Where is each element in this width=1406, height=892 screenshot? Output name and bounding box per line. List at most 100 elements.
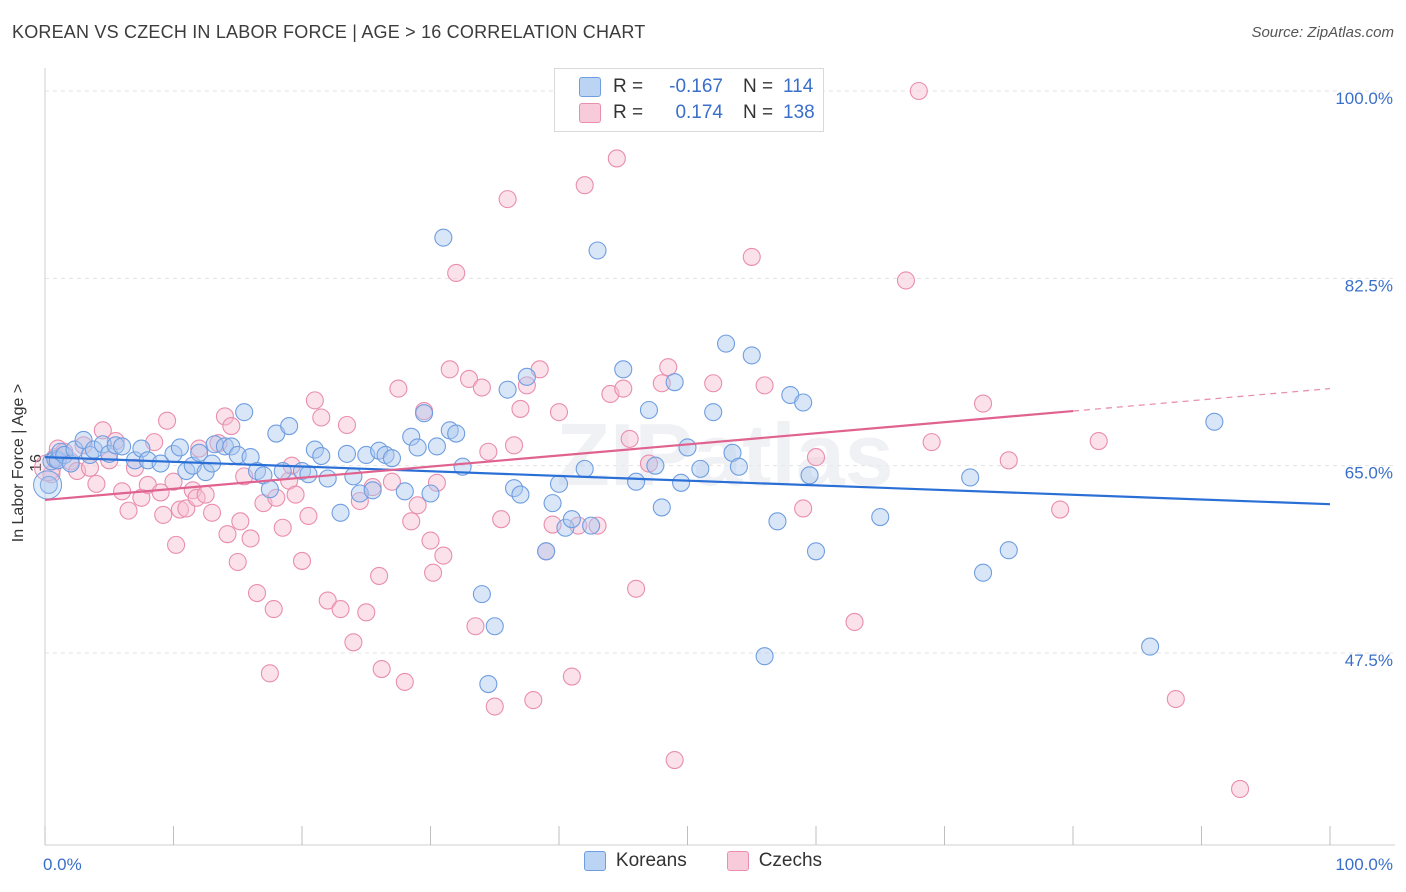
czech-point <box>742 247 761 266</box>
korean-point <box>331 503 350 522</box>
korean-point <box>472 585 491 604</box>
czech-point <box>247 584 267 603</box>
korean-point <box>549 474 569 493</box>
n-value-czechs: 138 <box>783 102 815 123</box>
korean-point <box>588 241 607 260</box>
czech-point <box>299 506 318 526</box>
czech-point <box>492 510 511 529</box>
korean-point <box>415 404 434 423</box>
korean-point <box>678 438 697 457</box>
n-label: N = <box>743 76 774 97</box>
czech-point <box>421 531 440 550</box>
czech-point <box>203 503 222 522</box>
korean-point <box>363 481 382 500</box>
korean-point <box>337 444 357 463</box>
czech-point <box>665 750 684 770</box>
czech-point <box>312 408 331 427</box>
korean-point <box>33 470 63 500</box>
korean-point <box>93 435 112 454</box>
czech-point <box>620 429 639 448</box>
y-tick-label: 100.0% <box>1335 89 1393 108</box>
czech-point <box>973 394 993 413</box>
czechs-trend-extension <box>1072 387 1331 412</box>
czech-point <box>511 399 530 418</box>
czech-point <box>1166 689 1185 709</box>
korean-point <box>151 454 170 473</box>
czechs-swatch <box>579 103 601 123</box>
czech-point <box>154 505 173 524</box>
korean-point <box>768 512 787 531</box>
czech-point <box>806 448 826 467</box>
czech-point <box>350 491 369 511</box>
czech-point <box>196 485 215 504</box>
czechs-legend-swatch <box>726 851 749 871</box>
czech-point <box>113 482 132 501</box>
korean-point <box>1141 637 1160 656</box>
czech-point <box>562 667 581 686</box>
czech-point <box>755 376 774 395</box>
korean-point <box>704 403 723 422</box>
korean-point <box>582 516 601 535</box>
czech-point <box>402 512 421 531</box>
y-tick-label: 47.5% <box>1345 651 1393 670</box>
korean-point <box>517 367 536 386</box>
gridlines <box>45 90 1395 654</box>
czech-point <box>382 472 402 491</box>
czech-point <box>151 483 170 502</box>
trend-lines <box>44 387 1331 506</box>
czech-point <box>427 473 446 492</box>
czech-point <box>794 499 813 518</box>
korean-point <box>498 380 517 399</box>
korean-point <box>421 484 440 503</box>
r-label: R = <box>613 76 644 97</box>
czech-points <box>34 81 1250 799</box>
korean-point <box>427 437 446 456</box>
legend-item-czechs: Czechs <box>726 850 822 872</box>
korean-point <box>395 482 414 501</box>
czech-point <box>344 633 363 652</box>
korean-point <box>665 373 684 392</box>
korean-point <box>382 449 402 468</box>
korean-point <box>511 485 530 504</box>
korean-point <box>543 494 562 513</box>
czech-point <box>273 518 292 537</box>
czech-point <box>588 516 607 535</box>
czech-point <box>218 525 237 544</box>
korean-point <box>299 465 318 484</box>
czech-point <box>357 603 376 622</box>
czech-point <box>459 369 479 389</box>
korean-point <box>562 510 581 529</box>
czech-point <box>704 374 723 393</box>
korean-point <box>961 468 980 487</box>
czech-point <box>318 591 337 610</box>
korean-point <box>132 439 151 458</box>
korean-point <box>652 498 671 517</box>
korean-point <box>575 459 594 478</box>
czech-point <box>331 600 350 619</box>
czech-point <box>922 433 941 452</box>
koreans-legend-swatch <box>583 851 606 871</box>
korean-point <box>479 674 498 694</box>
czech-point <box>845 612 864 632</box>
x-tick-label: 100.0% <box>1335 855 1393 874</box>
korean-point <box>485 617 504 636</box>
korean-point <box>305 440 324 459</box>
koreans-legend-label: Koreans <box>615 850 687 871</box>
x-tick-label: 0.0% <box>43 855 82 874</box>
czech-point <box>607 149 626 168</box>
czech-point <box>389 379 408 398</box>
czechs-trend-line <box>44 409 1074 502</box>
korean-point <box>215 437 234 456</box>
czech-point <box>408 496 427 515</box>
legend-row-koreans: R = -0.167 N = 114 <box>579 74 813 100</box>
czech-point <box>170 500 189 519</box>
czech-point <box>1089 431 1108 451</box>
czech-point <box>575 176 594 195</box>
czech-point <box>93 421 112 440</box>
korean-point <box>260 480 279 499</box>
n-label: N = <box>743 102 774 123</box>
czech-point <box>434 546 453 565</box>
czech-point <box>228 552 247 572</box>
korean-point <box>614 360 633 379</box>
